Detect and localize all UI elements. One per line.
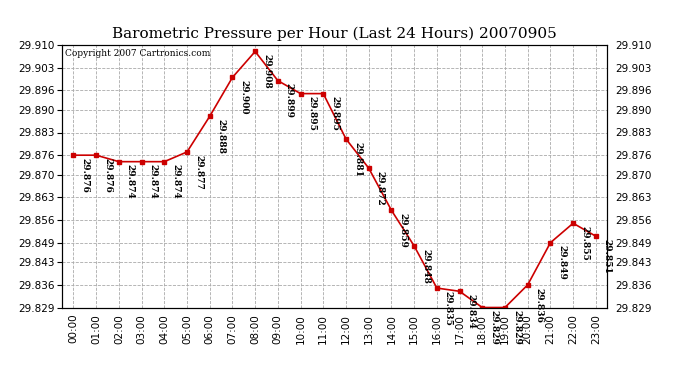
Text: 29.900: 29.900 xyxy=(239,80,248,115)
Text: 29.851: 29.851 xyxy=(603,239,612,274)
Text: 29.876: 29.876 xyxy=(81,158,90,193)
Text: 29.872: 29.872 xyxy=(375,171,384,206)
Text: 29.855: 29.855 xyxy=(580,226,589,261)
Text: 29.849: 29.849 xyxy=(558,246,566,280)
Text: 29.834: 29.834 xyxy=(466,294,475,329)
Text: 29.859: 29.859 xyxy=(398,213,407,248)
Text: 29.881: 29.881 xyxy=(353,142,362,177)
Text: 29.874: 29.874 xyxy=(171,165,180,199)
Text: 29.874: 29.874 xyxy=(148,165,157,199)
Text: 29.899: 29.899 xyxy=(285,83,294,118)
Text: 29.848: 29.848 xyxy=(421,249,430,284)
Text: 29.908: 29.908 xyxy=(262,54,271,89)
Text: 29.829: 29.829 xyxy=(512,310,521,345)
Text: 29.876: 29.876 xyxy=(103,158,112,193)
Text: 29.877: 29.877 xyxy=(194,155,203,189)
Text: 29.888: 29.888 xyxy=(217,119,226,154)
Text: 29.874: 29.874 xyxy=(126,165,135,199)
Text: 29.895: 29.895 xyxy=(308,96,317,131)
Title: Barometric Pressure per Hour (Last 24 Hours) 20070905: Barometric Pressure per Hour (Last 24 Ho… xyxy=(112,27,557,41)
Text: 29.829: 29.829 xyxy=(489,310,498,345)
Text: 29.836: 29.836 xyxy=(535,288,544,322)
Text: 29.835: 29.835 xyxy=(444,291,453,326)
Text: Copyright 2007 Cartronics.com: Copyright 2007 Cartronics.com xyxy=(65,49,210,58)
Text: 29.895: 29.895 xyxy=(331,96,339,131)
